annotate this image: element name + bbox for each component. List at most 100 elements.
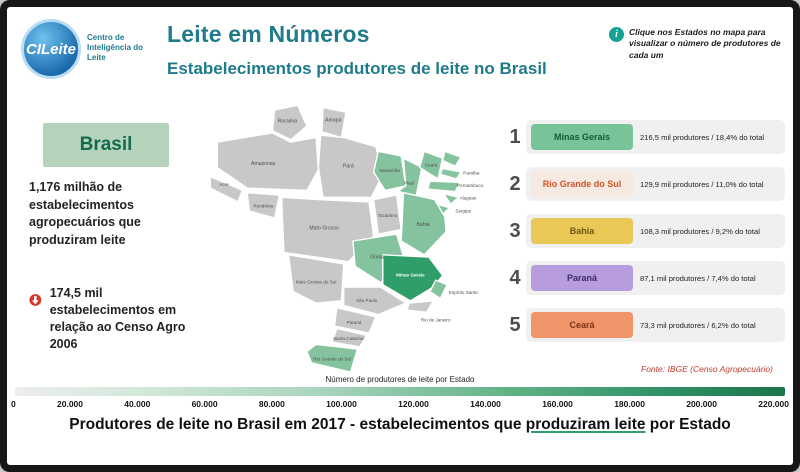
state-label-rondonia: Rondônia — [253, 204, 273, 209]
rank-number: 4 — [509, 266, 521, 289]
legend-title: Número de produtores de leite por Estado — [325, 375, 475, 384]
cileite-logo-icon: CILeite — [21, 19, 81, 79]
state-sao-paulo[interactable] — [343, 286, 407, 316]
state-label-alagoas: Alagoas — [460, 196, 477, 201]
state-label-mato-grosso-do-sul: Mato Grosso do Sul — [296, 280, 337, 285]
rank-stats: 87,1 mil produtores / 7,4% do total — [640, 273, 756, 283]
state-label-acre: Acre — [219, 182, 229, 187]
state-mato-grosso[interactable] — [280, 196, 375, 263]
page-title: Leite em Números — [167, 21, 370, 47]
state-label-piaui: Piauí — [404, 181, 415, 186]
logo-tagline: Centro de Inteligência do Leite — [87, 33, 144, 62]
legend-tick: 140.000 — [470, 399, 501, 409]
state-chip: Minas Gerais — [531, 124, 633, 150]
ranking-row-2[interactable]: 2 Rio Grande do Sul 129,9 mil produtores… — [504, 166, 785, 202]
rank-number: 5 — [509, 313, 521, 336]
rank-number: 3 — [509, 219, 521, 242]
source-note: Fonte: IBGE (Censo Agropecuário) — [641, 364, 773, 374]
state-mato-grosso-do-sul[interactable] — [287, 254, 345, 304]
state-espirito-santo[interactable] — [429, 279, 448, 300]
decrease-caption: estabelecimentos em relação ao Censo Agr… — [49, 302, 186, 351]
state-parana[interactable] — [333, 307, 377, 334]
rank-stats: 108,3 mil produtores / 9,2% do total — [640, 226, 760, 236]
state-label-rio-de-janeiro: Rio de Janeiro — [421, 318, 451, 323]
legend-tick: 20.000 — [57, 399, 84, 409]
legend-tick: 40.000 — [124, 399, 151, 409]
rank-pill: Bahia 108,3 mil produtores / 9,2% do tot… — [526, 214, 785, 248]
footer-title-link[interactable]: produziram leite — [525, 416, 646, 433]
state-label-para: Pará — [343, 163, 354, 169]
rank-number: 1 — [509, 125, 521, 148]
state-label-amapa: Amapá — [325, 117, 341, 123]
state-para[interactable] — [317, 134, 384, 198]
state-label-ceara: Ceará — [425, 162, 438, 167]
state-label-rio-grande-do-sul: Rio Grande do Sul — [313, 357, 351, 362]
ranking-row-3[interactable]: 3 Bahia 108,3 mil produtores / 9,2% do t… — [504, 213, 785, 249]
decrease-arrow-icon — [29, 294, 42, 306]
ranking-row-1[interactable]: 1 Minas Gerais 216,5 mil produtores / 18… — [504, 119, 785, 155]
state-label-minas-gerais: Minas Gerais — [396, 273, 425, 278]
state-acre[interactable] — [209, 175, 244, 203]
rank-stats: 216,5 mil produtores / 18,4% do total — [640, 132, 765, 142]
decrease-text: 174,5 mil estabelecimentos em relação ao… — [50, 285, 199, 353]
state-chip: Ceará — [531, 312, 633, 338]
state-rio-grande-do-norte[interactable] — [441, 150, 462, 167]
rank-pill: Ceará 73,3 mil produtores / 6,2% do tota… — [526, 308, 785, 342]
state-pernambuco[interactable] — [426, 180, 461, 193]
state-chip: Bahia — [531, 218, 633, 244]
decrease-callout: 174,5 mil estabelecimentos em relação ao… — [29, 285, 199, 353]
legend-tick: 100.000 — [326, 399, 357, 409]
total-establishments-text: 1,176 milhão de estabelecimentos agropec… — [29, 180, 141, 247]
state-label-santa-catarina: Santa Catarina — [333, 336, 364, 341]
info-note: Clique nos Estados no mapa para visualiz… — [629, 27, 781, 60]
decrease-value: 174,5 mil — [49, 286, 103, 300]
state-label-mato-grosso: Mato Grosso — [309, 226, 339, 232]
legend-tick: 80.000 — [258, 399, 285, 409]
footer-title-suffix: por Estado — [645, 416, 731, 433]
state-label-parana: Paraná — [347, 320, 362, 325]
rank-number: 2 — [509, 172, 521, 195]
state-label-bahia: Bahia — [416, 222, 429, 228]
brazil-map: Roraima Amapá Amazonas Pará Acre Rondôni… — [195, 103, 497, 379]
state-roraima[interactable] — [271, 104, 308, 141]
state-rio-de-janeiro[interactable] — [406, 300, 435, 313]
rank-stats: 129,9 mil produtores / 11,0% do total — [640, 179, 764, 189]
legend-tick: 180.000 — [614, 399, 645, 409]
rank-pill: Minas Gerais 216,5 mil produtores / 18,4… — [526, 120, 785, 154]
state-rio-grande-do-sul[interactable] — [306, 343, 359, 373]
state-rondonia[interactable] — [246, 192, 280, 219]
state-label-paraiba: Paraíba — [463, 170, 480, 175]
legend-tick: 60.000 — [191, 399, 218, 409]
state-bahia[interactable] — [400, 192, 447, 256]
state-alagoas[interactable] — [443, 193, 460, 205]
state-label-sao-paulo: São Paulo — [356, 298, 378, 303]
state-ceara[interactable] — [418, 150, 444, 180]
logo-brand: CILeite — [25, 40, 76, 58]
legend-tick: 160.000 — [542, 399, 573, 409]
legend-gradient-bar — [15, 387, 785, 396]
rank-pill: Paraná 87,1 mil produtores / 7,4% do tot… — [526, 261, 785, 295]
info-icon: i — [609, 27, 624, 42]
country-badge: Brasil — [43, 123, 169, 167]
info-callout: i Clique nos Estados no mapa para visual… — [609, 27, 787, 61]
ranking-row-4[interactable]: 4 Paraná 87,1 mil produtores / 7,4% do t… — [504, 260, 785, 296]
state-maranhao[interactable] — [372, 150, 407, 192]
legend-tick: 220.000 — [758, 399, 789, 409]
state-label-espirito-santo: Espírito Santo — [449, 290, 478, 295]
ranking-row-5[interactable]: 5 Ceará 73,3 mil produtores / 6,2% do to… — [504, 307, 785, 343]
state-label-pernambuco: Pernambuco — [457, 183, 483, 188]
page-subtitle: Estabelecimentos produtores de leite no … — [167, 59, 547, 78]
state-label-maranhao: Maranhão — [379, 168, 400, 173]
state-label-goias: Goiás — [370, 254, 384, 260]
state-label-tocantins: Tocantins — [378, 213, 398, 218]
legend-tick: 120.000 — [398, 399, 429, 409]
state-chip: Paraná — [531, 265, 633, 291]
legend-axis: 0 20.000 40.000 60.000 80.000 100.000 12… — [11, 399, 789, 409]
state-label-amazonas: Amazonas — [251, 161, 276, 167]
state-chip: Rio Grande do Sul — [531, 171, 633, 197]
state-santa-catarina[interactable] — [331, 327, 368, 348]
footer-title-prefix: Produtores de leite no Brasil em 2017 - … — [69, 416, 526, 433]
state-paraiba[interactable] — [439, 167, 462, 180]
state-label-roraima: Roraima — [278, 119, 298, 125]
